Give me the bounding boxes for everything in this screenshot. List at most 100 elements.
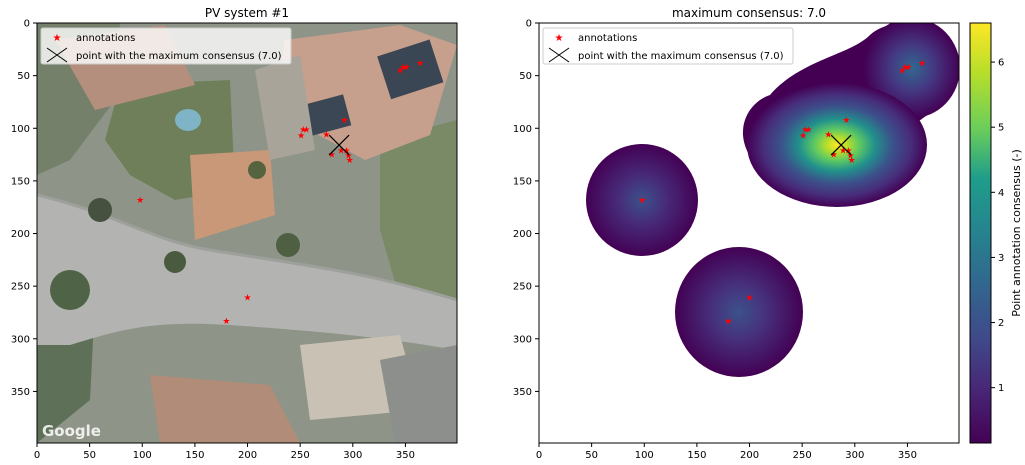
right-x-tick-label: 150 (687, 450, 706, 461)
colorbar-tick-label: 6 (998, 58, 1004, 69)
right-legend-star-icon: ★ (555, 33, 564, 44)
right-annotation-star: ★ (724, 317, 732, 327)
right-marks: ★★★★★★★★ ★★★★★★★★ ★ (638, 59, 926, 327)
left-annotation-star: ★ (337, 146, 345, 156)
left-x-tick-label: 0 (34, 450, 40, 461)
left-annotation-star: ★ (340, 116, 348, 126)
left-max-consensus-marker (328, 134, 350, 156)
right-x-tick-label: 0 (536, 450, 542, 461)
left-x-ticks: 0 50 100 150 200 250 300 350 (34, 443, 415, 461)
right-y-ticks: 0 50 100 150 200 250 300 350 (513, 19, 539, 398)
left-annotation-star: ★ (346, 156, 354, 166)
right-y-tick-label: 100 (513, 124, 532, 135)
consensus-heatmap (539, 23, 959, 443)
colorbar-tick-label: 3 (998, 253, 1004, 264)
left-axes-frame (36, 22, 458, 444)
right-x-tick-label: 100 (635, 450, 654, 461)
left-x-tick-label: 150 (185, 450, 204, 461)
right-y-tick-label: 200 (513, 229, 532, 240)
left-annotation-star: ★ (322, 131, 330, 141)
google-watermark: Google (42, 422, 101, 440)
left-legend-box (40, 27, 292, 65)
right-legend: ★ annotations point with the maximum con… (542, 27, 794, 65)
left-x-tick-label: 300 (343, 450, 362, 461)
right-x-tick-label: 300 (845, 450, 864, 461)
left-title: PV system #1 (205, 6, 289, 20)
right-annotation-star: ★ (842, 116, 850, 126)
colorbar-gradient (969, 22, 992, 444)
right-y-tick-label: 250 (513, 282, 532, 293)
left-y-tick-label: 50 (17, 71, 30, 82)
right-x-tick-label: 250 (793, 450, 812, 461)
right-annotation-star: ★ (844, 146, 852, 156)
heat-blob-south (675, 247, 803, 377)
left-annotation-star: ★ (222, 317, 230, 327)
left-annotation-star: ★ (399, 63, 407, 73)
left-legend-star-icon: ★ (53, 33, 62, 44)
right-axes-frame (538, 22, 960, 444)
right-legend-x-icon (548, 47, 570, 63)
right-annotation-star: ★ (799, 132, 807, 142)
left-y-tick-label: 150 (11, 176, 30, 187)
left-annotation-star: ★ (342, 146, 350, 156)
left-annotation-star: ★ (416, 59, 424, 69)
left-legend-consensus-label: point with the maximum consensus (7.0) (76, 51, 282, 62)
colorbar: 1 2 3 4 5 6 Point annotation consensus (-) (969, 22, 1023, 444)
left-y-tick-label: 100 (11, 124, 30, 135)
right-legend-consensus-label: point with the maximum consensus (7.0) (578, 51, 784, 62)
left-x-tick-label: 350 (396, 450, 415, 461)
colorbar-tick-label: 5 (998, 123, 1004, 134)
right-annotation-star: ★ (898, 66, 906, 76)
right-y-tick-label: 150 (513, 176, 532, 187)
left-annotation-star: ★ (328, 151, 336, 161)
left-annotation-star: ★ (243, 294, 251, 304)
right-x-tick-label: 50 (585, 450, 598, 461)
left-panel: PV system #1 (11, 6, 458, 461)
right-annotation-star: ★ (830, 151, 838, 161)
left-annotation-star: ★ (136, 196, 144, 206)
left-annotation-star: ★ (297, 132, 305, 142)
right-annotation-star: ★ (801, 125, 809, 135)
right-x-tick-label: 350 (898, 450, 917, 461)
colorbar-tick-label: 2 (998, 318, 1004, 329)
left-legend: ★ annotations point with the maximum con… (40, 27, 292, 65)
left-annotation-star: ★ (345, 152, 353, 162)
left-annotation-star: ★ (302, 125, 310, 135)
right-annotation-star: ★ (918, 59, 926, 69)
left-x-tick-label: 100 (133, 450, 152, 461)
left-y-tick-label: 250 (11, 282, 30, 293)
left-legend-annotations-label: annotations (76, 33, 135, 44)
right-y-tick-label: 50 (519, 71, 532, 82)
left-y-tick-label: 300 (11, 334, 30, 345)
right-annotation-star: ★ (638, 196, 646, 206)
left-y-tick-label: 200 (11, 229, 30, 240)
right-annotation-star: ★ (804, 125, 812, 135)
heat-blob-west (586, 144, 698, 256)
left-x-tick-label: 200 (238, 450, 257, 461)
colorbar-label: Point annotation consensus (-) (1010, 149, 1023, 317)
colorbar-tick-label: 4 (998, 188, 1004, 199)
colorbar-tick-label: 1 (998, 383, 1004, 394)
right-annotation-star: ★ (824, 131, 832, 141)
right-legend-box (542, 27, 794, 65)
left-y-ticks: 0 50 100 150 200 250 300 350 (11, 19, 37, 398)
aerial-image: Google (37, 23, 457, 443)
left-annotation-star: ★ (402, 63, 410, 73)
left-y-tick-label: 350 (11, 387, 30, 398)
right-x-tick-label: 200 (740, 450, 759, 461)
right-legend-annotations-label: annotations (578, 33, 637, 44)
right-y-tick-label: 300 (513, 334, 532, 345)
colorbar-ticks: 1 2 3 4 5 6 (991, 58, 1004, 394)
left-legend-x-icon (46, 47, 68, 63)
right-y-tick-label: 0 (526, 19, 532, 30)
right-panel: maximum consensus: 7.0 0 50 100 150 200 250 30… (513, 6, 1023, 461)
right-annotation-star: ★ (839, 146, 847, 156)
left-annotation-star: ★ (396, 66, 404, 76)
left-y-tick-label: 0 (24, 19, 30, 30)
left-x-tick-label: 50 (83, 450, 96, 461)
right-annotation-star: ★ (847, 152, 855, 162)
left-marks: ★★★★★★★★ ★★★★★★★★ ★ (136, 59, 424, 327)
right-annotation-star: ★ (745, 294, 753, 304)
right-annotation-star: ★ (904, 63, 912, 73)
right-x-ticks: 0 50 100 150 200 250 300 350 (536, 443, 917, 461)
